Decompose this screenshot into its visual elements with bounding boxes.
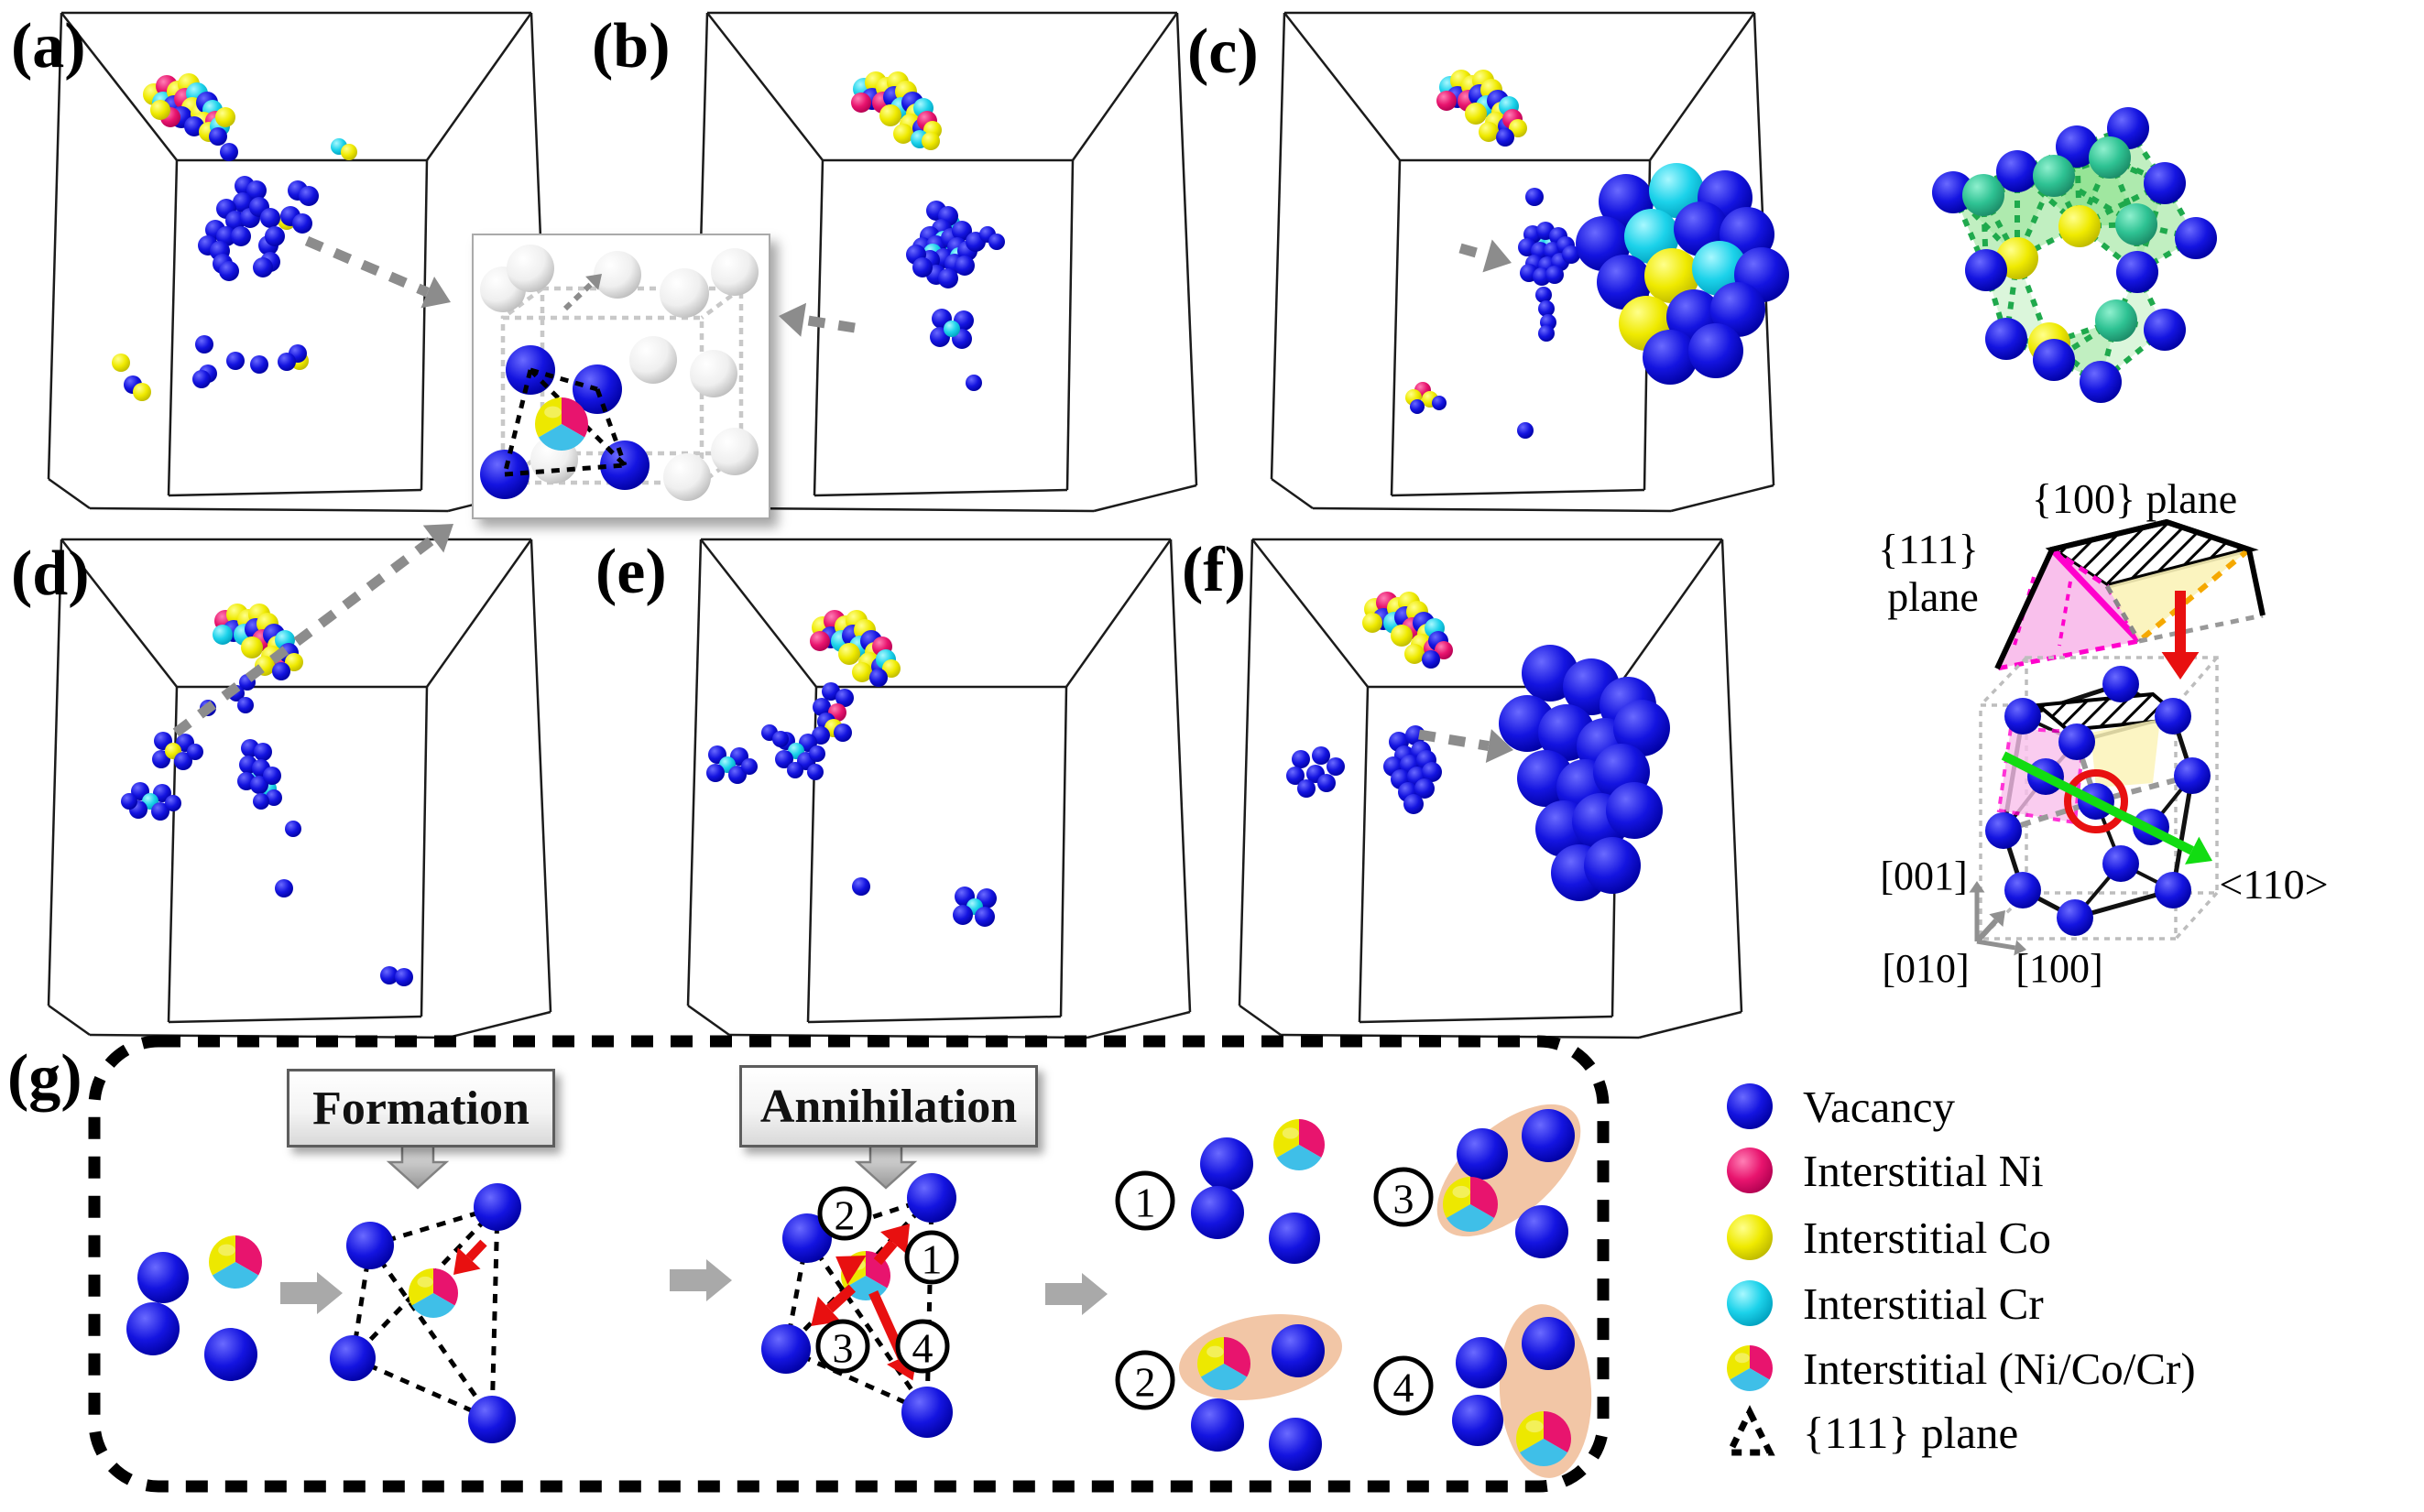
panel-label-d: (d): [11, 538, 90, 609]
truncation-wedge: [1993, 518, 2266, 672]
crystal-structure-diagram: [1969, 518, 2266, 956]
svg-text:4: 4: [1393, 1365, 1414, 1411]
interstitial-ni-sphere-icon: [1727, 1148, 1773, 1193]
void-cluster-spheres: [1985, 666, 2211, 936]
header-arrow-down: [854, 1140, 918, 1190]
simulation-box-b: [693, 11, 1198, 513]
plane-100-label: {100} plane: [2031, 475, 2238, 522]
legend-item-label: Interstitial (Ni/Co/Cr): [1803, 1343, 2196, 1394]
cube-yellow-face: [2091, 719, 2160, 788]
mixed-interstitial-sphere: [1727, 1345, 1773, 1391]
mixed-interstitial-sphere: [1516, 1411, 1571, 1466]
mechanism-panel: 1 2 3 4 1 2 3 4: [88, 1035, 1610, 1493]
mixed-interstitial-sphere: [209, 1235, 262, 1289]
header-arrow-down: [386, 1140, 450, 1190]
box-outline: [686, 538, 1192, 1039]
annihilation-header: Annihilation: [739, 1065, 1038, 1148]
mixed-interstitial-sphere: [1443, 1177, 1499, 1232]
legend-item: Interstitial (Ni/Co/Cr): [1720, 1339, 2196, 1398]
legend-item: Interstitial Co: [1720, 1208, 2051, 1267]
legend-item-label: Vacancy: [1803, 1081, 1955, 1132]
panel-label-c: (c): [1187, 16, 1259, 87]
legend-item: Interstitial Ni: [1720, 1141, 2044, 1200]
formation-header: Formation: [287, 1069, 555, 1148]
circled-step-number: 2: [817, 1186, 872, 1241]
circled-step-number: 1: [1115, 1170, 1175, 1231]
interstitial-cr-sphere-icon: [1727, 1280, 1773, 1326]
circled-step-number: 3: [815, 1319, 870, 1374]
mixed-interstitial-sphere: [409, 1268, 458, 1318]
central-vacancy-ring: [2064, 769, 2128, 833]
simulation-box-f: [1238, 538, 1743, 1039]
recombination-highlight: [1436, 1104, 1581, 1237]
vacancy-sphere-icon: [1727, 1083, 1773, 1129]
simulation-box-a: [47, 11, 552, 513]
circled-step-number: 4: [895, 1319, 950, 1374]
process-arrow-right: [280, 1272, 343, 1314]
svg-text:3: 3: [833, 1325, 854, 1372]
direction-110-label: <110>: [2219, 861, 2329, 908]
legend-item-label: Interstitial Co: [1803, 1212, 2051, 1263]
mixed-interstitial-sphere: [1273, 1119, 1325, 1170]
plane-111-label-line2: plane: [1887, 573, 1979, 620]
svg-text:2: 2: [1135, 1359, 1156, 1406]
unit-cell-inset-drawing: [480, 245, 759, 501]
plane-111-label-line1: {111}: [1878, 526, 1979, 572]
unit-cell-inset: [472, 234, 770, 519]
legend-item-label: Interstitial Ni: [1803, 1145, 2044, 1196]
panel-label-b: (b): [592, 11, 671, 82]
panel-label-f: (f): [1182, 535, 1246, 605]
simulation-box-c: [1270, 11, 1789, 513]
svg-text:1: 1: [922, 1236, 943, 1283]
mechanism-border: [88, 1035, 1610, 1493]
legend-item-label: {111} plane: [1803, 1407, 2019, 1458]
simulation-box-d: [47, 538, 552, 1039]
annihilation-header-label: Annihilation: [759, 1080, 1018, 1133]
svg-text:2: 2: [835, 1192, 856, 1239]
svg-text:1: 1: [1135, 1180, 1156, 1226]
legend-item: {111} plane: [1720, 1403, 2018, 1462]
svg-text:3: 3: [1393, 1176, 1414, 1223]
panel-label-g: (g): [7, 1042, 82, 1113]
circled-step-number: 1: [904, 1230, 959, 1285]
process-arrow-right: [1045, 1273, 1108, 1315]
panel-label-e: (e): [595, 537, 667, 607]
unit-cell-dotted-cube: [1979, 656, 2219, 941]
mixed-interstitial-sphere: [535, 397, 588, 451]
panel-label-a: (a): [11, 11, 86, 82]
formation-header-label: Formation: [312, 1082, 530, 1135]
process-arrow-right: [670, 1259, 732, 1301]
plane-111-triangle-icon: [1724, 1405, 1775, 1456]
interstitial-co-sphere-icon: [1727, 1214, 1773, 1260]
crystal-arrows: [1969, 591, 2212, 956]
svg-text:4: 4: [912, 1325, 934, 1372]
circled-step-number: 4: [1373, 1355, 1434, 1416]
axis-001-label: [001]: [1880, 854, 1968, 898]
interstitial-mixed-sphere-icon: [1727, 1345, 1773, 1391]
axis-010-label: [010]: [1882, 946, 1970, 991]
simulation-box-e: [686, 538, 1192, 1039]
legend-item: Vacancy: [1720, 1077, 1955, 1136]
interstitial-cluster-zoom: [1932, 107, 2217, 403]
circled-step-number: 2: [1115, 1350, 1175, 1410]
legend-item-label: Interstitial Cr: [1803, 1278, 2044, 1329]
circled-step-number: 3: [1373, 1167, 1434, 1227]
mixed-interstitial-sphere: [1197, 1337, 1250, 1390]
box-outline: [47, 538, 552, 1039]
legend-item: Interstitial Cr: [1720, 1274, 2044, 1333]
axis-100-label: [100]: [2015, 946, 2103, 991]
